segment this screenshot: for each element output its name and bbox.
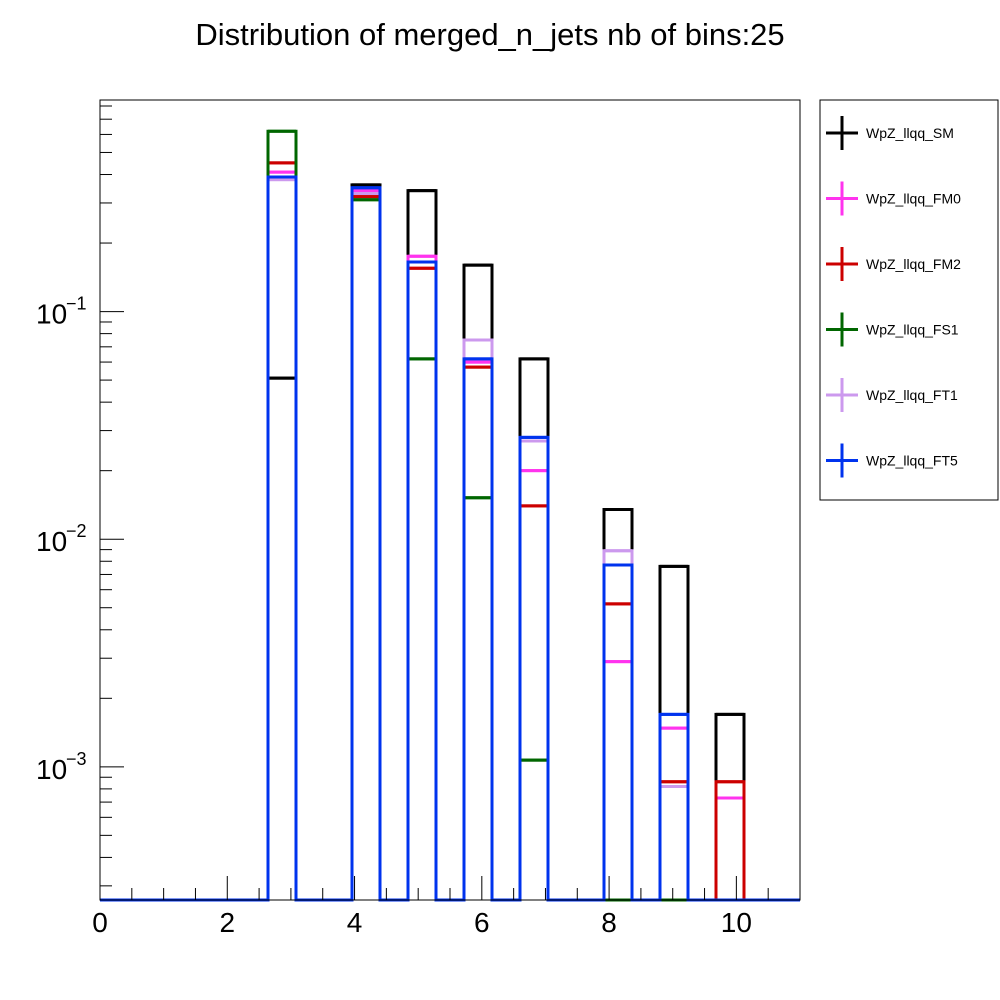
legend-label: WpZ_llqq_SM xyxy=(866,125,954,141)
legend: WpZ_llqq_SM WpZ_llqq_FM0 WpZ_llqq_FM2 WpZ_l… xyxy=(826,116,961,478)
y-tick-label: 10−2 xyxy=(36,521,87,557)
x-tick-label: 2 xyxy=(219,907,235,938)
x-tick-label: 4 xyxy=(347,907,363,938)
y-tick-exponent: −2 xyxy=(66,521,87,541)
legend-entry: WpZ_llqq_FT5 xyxy=(826,443,958,478)
legend-entry: WpZ_llqq_SM xyxy=(826,116,954,150)
y-tick-label: 10−3 xyxy=(36,749,87,785)
x-tick-label: 8 xyxy=(601,907,617,938)
y-axis: 10−110−210−3 xyxy=(36,294,87,785)
legend-label: WpZ_llqq_FT1 xyxy=(866,387,958,403)
y-tick-label: 10−1 xyxy=(36,294,87,330)
y-tick-base: 10 xyxy=(36,754,67,785)
x-tick-label: 6 xyxy=(474,907,490,938)
legend-label: WpZ_llqq_FS1 xyxy=(866,322,959,338)
y-tick-base: 10 xyxy=(36,299,67,330)
legend-label: WpZ_llqq_FT5 xyxy=(866,453,958,469)
x-tick-label: 0 xyxy=(92,907,108,938)
x-tick-label: 10 xyxy=(721,907,752,938)
legend-label: WpZ_llqq_FM0 xyxy=(866,191,961,207)
legend-box xyxy=(819,99,999,501)
y-tick-exponent: −3 xyxy=(66,749,87,769)
minor-ticks xyxy=(100,105,124,887)
legend-entry: WpZ_llqq_FS1 xyxy=(826,312,959,347)
y-tick-base: 10 xyxy=(36,526,67,557)
y-tick-exponent: −1 xyxy=(66,294,87,314)
legend-label: WpZ_llqq_FM2 xyxy=(866,256,961,272)
legend-entry: WpZ_llqq_FT1 xyxy=(826,378,958,412)
legend-entry: WpZ_llqq_FM0 xyxy=(826,181,961,216)
legend-entry: WpZ_llqq_FM2 xyxy=(826,247,961,281)
chart-title: Distribution of merged_n_jets nb of bins… xyxy=(195,17,784,52)
x-axis: 0 2 4 6 8 10 xyxy=(92,876,801,938)
